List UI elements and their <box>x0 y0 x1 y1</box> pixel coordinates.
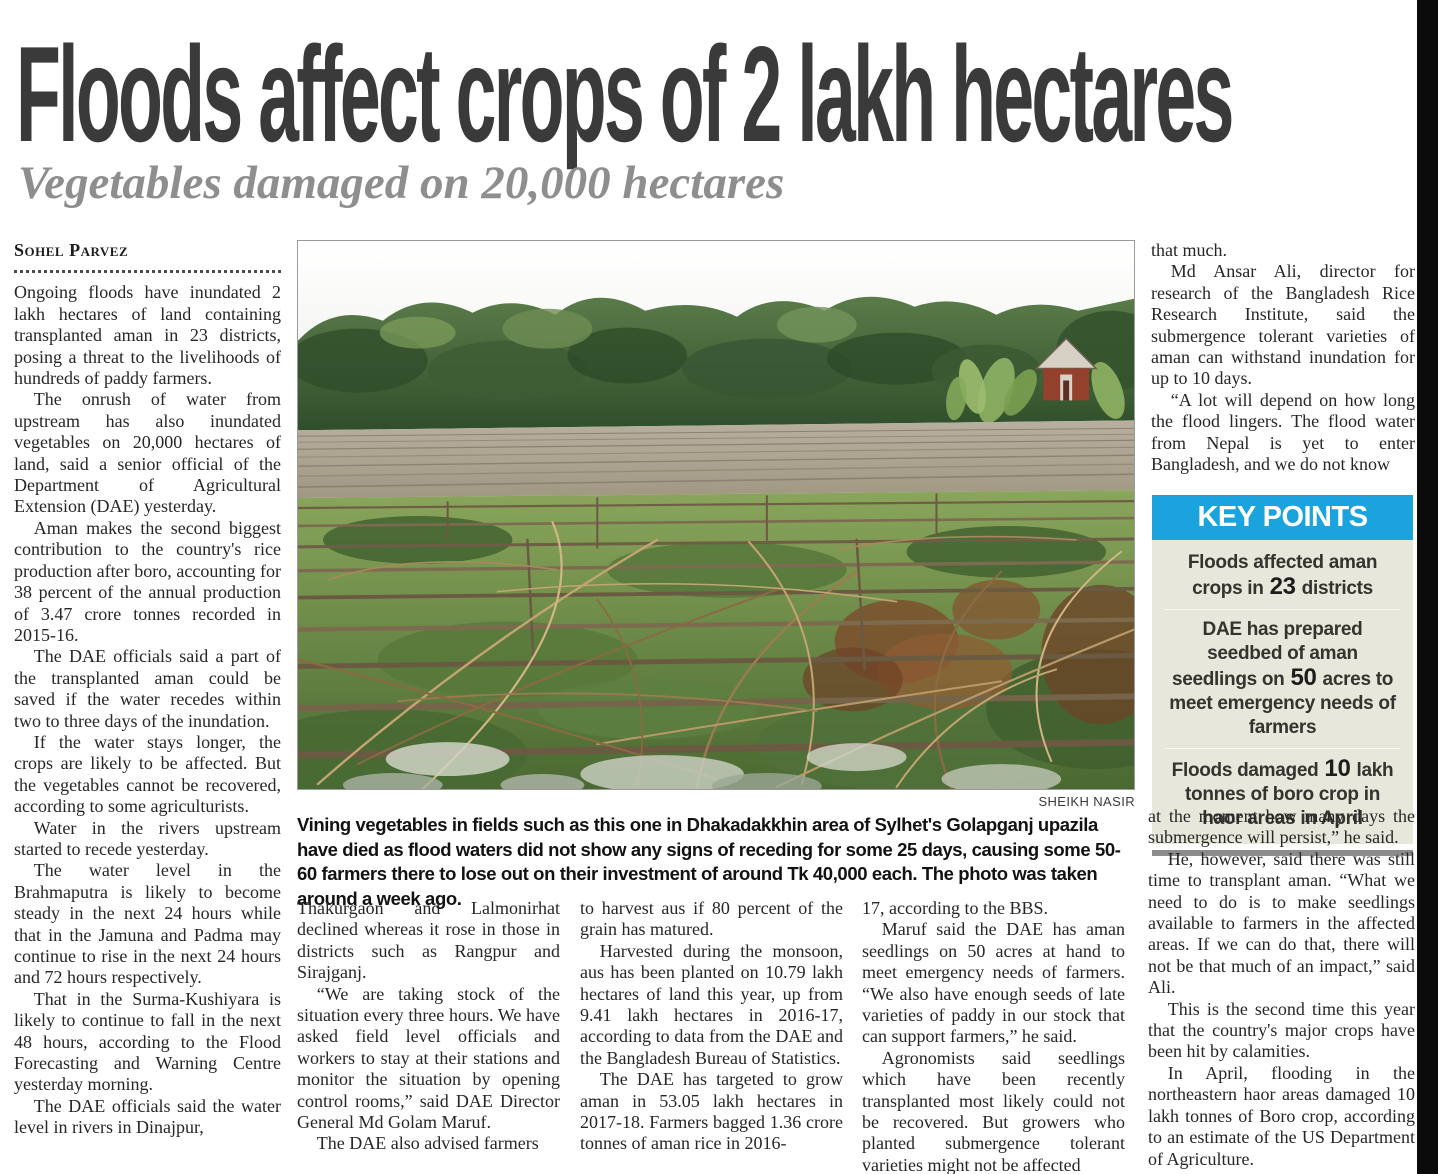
key-point-number: 10 <box>1324 755 1351 782</box>
column-1-paragraphs: Ongoing floods have inundated 2 lakh hec… <box>14 282 281 1138</box>
paragraph: to harvest aus if 80 percent of the grai… <box>580 898 843 940</box>
key-point-item: Floods damaged 10 lakh tonnes of boro cr… <box>1164 748 1401 831</box>
subheadline: Vegetables damaged on 20,000 hectares <box>18 157 785 209</box>
paragraph: Agronomists said seedlings which have be… <box>862 1047 1125 1174</box>
key-point-text: DAE has prepared seedbed of aman seedlin… <box>1171 619 1363 690</box>
paragraph: That in the Surma-Kushiyara is likely to… <box>14 988 281 1095</box>
key-points-box: KEY POINTS Floods affected aman crops in… <box>1152 495 1413 856</box>
page-title: Floods affect crops of 2 lakh hectares <box>16 18 1234 170</box>
paragraph: Thakurgaon and Lalmonirhat declined wher… <box>297 898 560 983</box>
paragraph: at the moment how many days the submerge… <box>1148 806 1415 848</box>
key-point-text: lakh tonnes of boro crop in haor areas i… <box>1185 760 1394 829</box>
paragraph: The DAE officials said the water level i… <box>14 1095 281 1138</box>
paragraph: He, however, said there was still time t… <box>1148 848 1415 998</box>
article-column-4: 17, according to the BBS. Maruf said the … <box>862 898 1125 1174</box>
article-column-5-bottom: at the moment how many days the submerge… <box>1148 806 1415 1174</box>
paragraph: The DAE has targeted to grow aman in 53.… <box>580 1069 843 1154</box>
key-points-header: KEY POINTS <box>1152 495 1413 540</box>
article-column-3: to harvest aus if 80 percent of the grai… <box>580 898 843 1174</box>
key-point-text: acres to meet emergency needs of farmers <box>1169 669 1396 738</box>
paragraph: This is the second time this year that t… <box>1148 998 1415 1062</box>
article-column-1: Sohel Parvez Ongoing floods have inundat… <box>14 240 281 1174</box>
paragraph: Water in the rivers upstream started to … <box>14 817 281 859</box>
paragraph: The onrush of water from upstream has al… <box>14 389 281 517</box>
key-point-item: Floods affected aman crops in 23 distric… <box>1164 551 1401 601</box>
paragraph: Aman makes the second biggest contributi… <box>14 517 281 645</box>
photo-credit: SHEIKH NASIR <box>1038 794 1135 809</box>
distant-field <box>298 420 1134 499</box>
paragraph: Harvested during the monsoon, aus has be… <box>580 940 843 1068</box>
paragraph: that much. <box>1151 240 1227 260</box>
paragraph: Maruf said the DAE has aman seedlings on… <box>862 919 1125 1047</box>
key-point-item: DAE has prepared seedbed of aman seedlin… <box>1164 609 1401 740</box>
scan-edge <box>1417 0 1438 1174</box>
paragraph: The DAE also advised farmers <box>316 1133 539 1154</box>
key-point-text: districts <box>1296 578 1374 599</box>
paragraph: 17, according to the BBS. <box>862 898 1048 918</box>
key-point-text: Floods affected aman crops in <box>1187 552 1378 599</box>
paragraph: Md Ansar Ali, director for research of t… <box>1151 261 1415 389</box>
key-points-body: Floods affected aman crops in 23 distric… <box>1152 540 1413 844</box>
paragraph: “A lot will depend on how long the flood… <box>1151 389 1415 475</box>
hut <box>1034 337 1098 401</box>
field-photo-illustration <box>298 241 1134 789</box>
key-point-number: 23 <box>1269 573 1296 600</box>
article-column-5-top: that much. Md Ansar Ali, director for res… <box>1151 240 1415 490</box>
paragraph: In April, flooding in the northeastern h… <box>1148 1062 1415 1169</box>
key-point-number: 50 <box>1290 664 1317 691</box>
paragraph: Ongoing floods have inundated 2 lakh hec… <box>14 282 281 389</box>
water-patches <box>342 742 1062 789</box>
photo-caption: Vining vegetables in fields such as this… <box>297 814 1121 909</box>
article-column-2: Thakurgaon and Lalmonirhat declined wher… <box>297 898 560 1174</box>
key-point-text: Floods damaged <box>1171 760 1324 781</box>
paragraph: The DAE officials said a part of the tra… <box>14 646 281 731</box>
key-points-bottom-bar <box>1152 850 1413 856</box>
paragraph: The water level in the Brahmaputra is li… <box>14 860 281 988</box>
paragraph: If the water stays longer, the crops are… <box>14 731 281 817</box>
paragraph: “We are taking stock of the situation ev… <box>297 983 560 1133</box>
byline-rule <box>14 269 281 274</box>
field-photo <box>297 240 1135 790</box>
byline: Sohel Parvez <box>14 240 129 260</box>
tree-line <box>298 296 1134 431</box>
